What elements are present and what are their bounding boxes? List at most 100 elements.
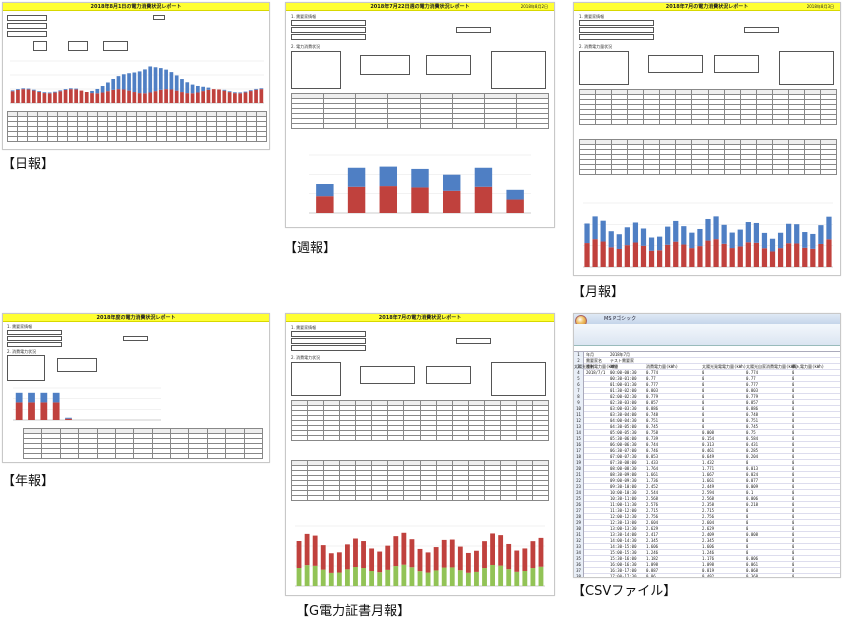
spreadsheet-cell[interactable]: 02:00-02:30 [610, 394, 637, 399]
spreadsheet-cell[interactable]: 07:30-08:00 [610, 460, 637, 465]
spreadsheet-cell[interactable]: 0 [702, 406, 705, 411]
spreadsheet-row[interactable]: 17 06:30-07:00 0.746 0.461 0.285 0 [574, 448, 840, 454]
spreadsheet-cell[interactable]: 2.756 [646, 514, 659, 519]
spreadsheet-cell[interactable]: 0 [792, 490, 795, 495]
spreadsheet-cell[interactable]: 0 [746, 526, 749, 531]
spreadsheet-cell[interactable]: 2.629 [702, 526, 715, 531]
spreadsheet-cell[interactable]: 購入電力量(kWh) [792, 364, 825, 369]
spreadsheet-cell[interactable]: 0.777 [746, 382, 759, 387]
spreadsheet-cell[interactable]: 0 [746, 550, 749, 555]
spreadsheet-cell[interactable]: 0.008 [702, 430, 715, 435]
spreadsheet-cell[interactable]: 07:00-07:30 [610, 454, 637, 459]
row-number[interactable]: 12 [574, 418, 584, 424]
spreadsheet-row[interactable]: 27 11:30-12:00 2.715 2.715 0 0 [574, 508, 840, 514]
spreadsheet-cell[interactable]: 12:00-12:30 [610, 514, 637, 519]
spreadsheet-cell[interactable]: 0.803 [746, 388, 759, 393]
row-number[interactable]: 29 [574, 520, 584, 526]
row-number[interactable]: 16 [574, 442, 584, 448]
spreadsheet-cell[interactable]: 需要家名 [586, 358, 602, 363]
row-number[interactable]: 15 [574, 436, 584, 442]
spreadsheet-row[interactable]: 25 10:30-11:00 2.568 2.568 0.006 0 [574, 496, 840, 502]
row-number[interactable]: 1 [574, 352, 584, 358]
spreadsheet-cell[interactable]: 00:30-01:00 [610, 376, 637, 381]
row-number[interactable]: 17 [574, 448, 584, 454]
spreadsheet-cell[interactable]: 06:30-07:00 [610, 448, 637, 453]
spreadsheet-cell[interactable]: 0 [702, 376, 705, 381]
spreadsheet-cell[interactable]: 0.006 [746, 556, 759, 561]
spreadsheet-row[interactable]: 7 01:30-02:00 0.803 0 0.803 0 [574, 388, 840, 394]
spreadsheet-cell[interactable]: 太陽光自家消費電力量(kWh) [746, 364, 799, 369]
spreadsheet-row[interactable]: 12 04:00-04:30 0.751 0 0.751 0 [574, 418, 840, 424]
spreadsheet-cell[interactable]: 00:00-00:30 [610, 370, 637, 375]
spreadsheet-row[interactable]: 35 15:30-16:00 1.182 1.176 0.006 0 [574, 556, 840, 562]
spreadsheet-row[interactable]: 36 16:00-16:30 1.098 1.098 0.061 0 [574, 562, 840, 568]
spreadsheet-cell[interactable]: 16:30-17:00 [610, 568, 637, 573]
spreadsheet-cell[interactable]: 1.667 [702, 472, 715, 477]
row-number[interactable]: 34 [574, 550, 584, 556]
spreadsheet-cell[interactable]: 04:30-05:00 [610, 424, 637, 429]
spreadsheet-cell[interactable]: 1.246 [702, 550, 715, 555]
row-number[interactable]: 31 [574, 532, 584, 538]
spreadsheet-cell[interactable]: 03:30-04:00 [610, 412, 637, 417]
spreadsheet-cell[interactable]: 0 [746, 520, 749, 525]
spreadsheet-cell[interactable]: 0.86 [646, 574, 656, 578]
spreadsheet-grid[interactable]: 1 年月 2018年7月 2 需要家名 テスト需要家 3 種別 時間 消費電力量(kWh) 太陽光発… [574, 352, 840, 577]
spreadsheet-row[interactable]: 23 09:30-10:00 2.452 2.449 0.009 0 [574, 484, 840, 490]
spreadsheet-row[interactable]: 38 17:00-17:30 0.86 0.492 0.368 0 [574, 574, 840, 578]
row-number[interactable]: 38 [574, 574, 584, 577]
spreadsheet-cell[interactable]: 0 [792, 406, 795, 411]
spreadsheet-cell[interactable]: 09:00-09:30 [610, 478, 637, 483]
spreadsheet-cell[interactable]: 0 [792, 466, 795, 471]
spreadsheet-cell[interactable]: 0.853 [646, 454, 659, 459]
spreadsheet-cell[interactable]: 0 [746, 508, 749, 513]
spreadsheet-cell[interactable]: 0.857 [746, 400, 759, 405]
spreadsheet-cell[interactable]: 0.77 [746, 376, 756, 381]
spreadsheet-cell[interactable]: 14:00-14:30 [610, 538, 637, 543]
spreadsheet-row[interactable]: 9 02:30-03:00 0.857 0 0.857 0 [574, 400, 840, 406]
row-number[interactable]: 24 [574, 490, 584, 496]
spreadsheet-cell[interactable]: 2.756 [702, 514, 715, 519]
spreadsheet-cell[interactable]: 0 [792, 526, 795, 531]
spreadsheet-cell[interactable]: 0.886 [746, 406, 759, 411]
spreadsheet-cell[interactable]: 0.013 [746, 466, 759, 471]
spreadsheet-cell[interactable]: 0 [792, 448, 795, 453]
spreadsheet-cell[interactable]: 太陽光余剰電力量(kWh) [574, 364, 619, 369]
spreadsheet-cell[interactable]: 04:00-04:30 [610, 418, 637, 423]
spreadsheet-cell[interactable]: 0.777 [646, 382, 659, 387]
row-number[interactable]: 27 [574, 508, 584, 514]
spreadsheet-cell[interactable]: 0 [792, 574, 795, 578]
spreadsheet-cell[interactable]: 0.887 [646, 568, 659, 573]
spreadsheet-cell[interactable]: 0.061 [746, 562, 759, 567]
spreadsheet-cell[interactable]: 0.779 [646, 394, 659, 399]
spreadsheet-cell[interactable]: 0 [792, 514, 795, 519]
spreadsheet-row[interactable]: 5 00:30-01:00 0.77 0 0.77 0 [574, 376, 840, 382]
spreadsheet-cell[interactable]: 03:00-03:30 [610, 406, 637, 411]
spreadsheet-cell[interactable]: 0 [702, 424, 705, 429]
spreadsheet-cell[interactable]: 0.748 [746, 412, 759, 417]
spreadsheet-cell[interactable]: 0.774 [746, 370, 759, 375]
spreadsheet-row[interactable]: 6 01:00-01:30 0.777 0 0.777 0 [574, 382, 840, 388]
spreadsheet-cell[interactable]: 0 [792, 508, 795, 513]
spreadsheet-cell[interactable]: 2.576 [646, 502, 659, 507]
spreadsheet-cell[interactable]: 0 [792, 538, 795, 543]
row-number[interactable]: 7 [574, 388, 584, 394]
spreadsheet-cell[interactable]: 0.748 [646, 412, 659, 417]
spreadsheet-cell[interactable]: 0 [792, 454, 795, 459]
spreadsheet-row[interactable]: 10 03:00-03:30 0.886 0 0.886 0 [574, 406, 840, 412]
row-number[interactable]: 9 [574, 400, 584, 406]
spreadsheet-row[interactable]: 18 07:00-07:30 0.853 0.649 0.204 0 [574, 454, 840, 460]
spreadsheet-cell[interactable]: 0 [792, 460, 795, 465]
spreadsheet-cell[interactable]: 0 [792, 418, 795, 423]
spreadsheet-cell[interactable]: 0.819 [702, 568, 715, 573]
row-number[interactable]: 28 [574, 514, 584, 520]
spreadsheet-cell[interactable]: 0 [792, 568, 795, 573]
row-number[interactable]: 13 [574, 424, 584, 430]
spreadsheet-cell[interactable]: 13:30-14:00 [610, 532, 637, 537]
spreadsheet-cell[interactable]: 15:00-15:30 [610, 550, 637, 555]
spreadsheet-cell[interactable]: 年月 [586, 352, 594, 357]
spreadsheet-cell[interactable]: 2.715 [646, 508, 659, 513]
spreadsheet-cell[interactable]: 2.358 [702, 502, 715, 507]
spreadsheet-row[interactable]: 22 09:00-09:30 1.736 1.661 0.077 0 [574, 478, 840, 484]
spreadsheet-cell[interactable]: 1.661 [646, 472, 659, 477]
spreadsheet-cell[interactable]: 0 [792, 550, 795, 555]
